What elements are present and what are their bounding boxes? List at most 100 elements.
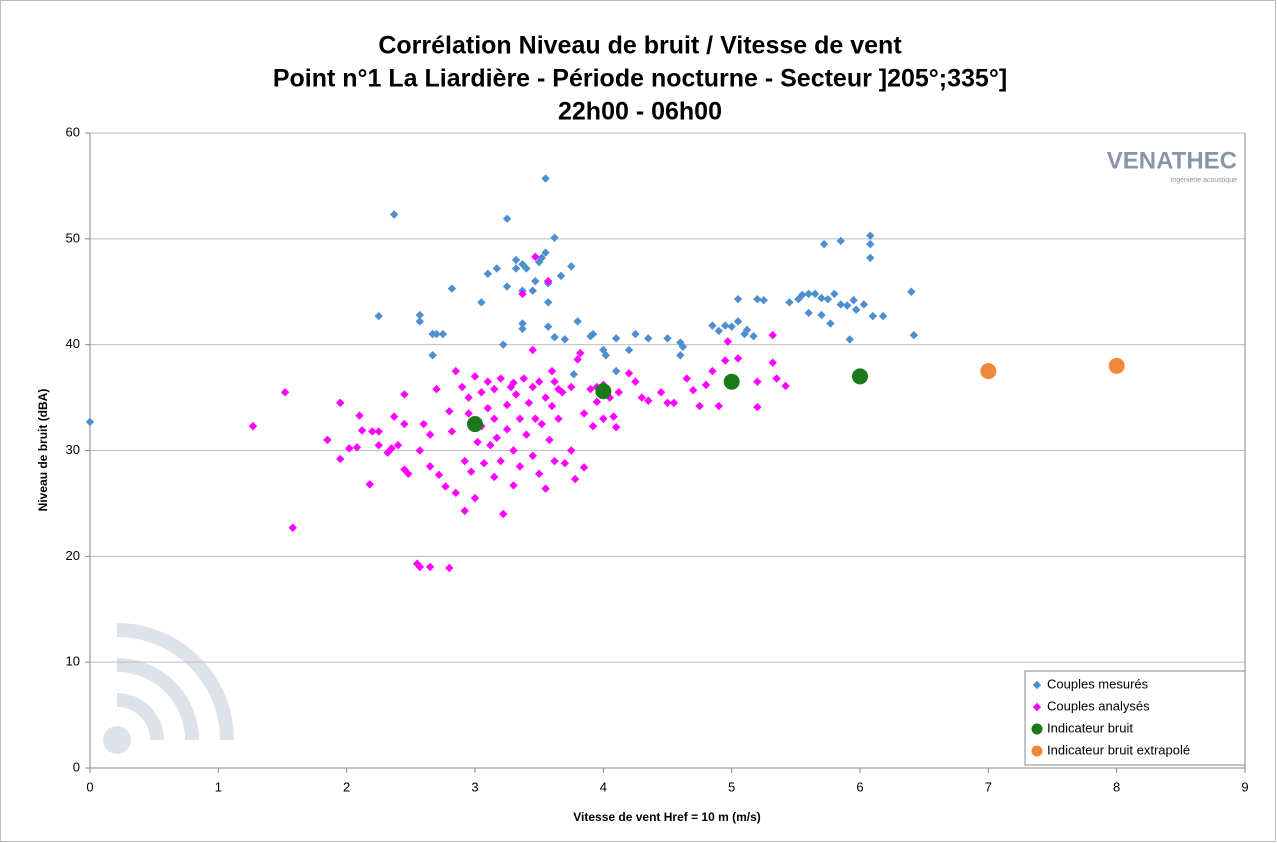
point xyxy=(483,377,493,386)
x-tick-label: 8 xyxy=(1113,779,1120,794)
point xyxy=(742,325,752,335)
point xyxy=(554,414,563,423)
point xyxy=(387,444,396,453)
x-tick-label: 6 xyxy=(856,779,863,794)
point xyxy=(708,321,717,330)
point xyxy=(980,363,997,380)
point xyxy=(365,480,374,489)
point xyxy=(878,311,888,321)
point xyxy=(355,411,364,420)
point xyxy=(609,412,618,421)
point xyxy=(522,430,531,439)
point xyxy=(845,335,854,344)
point xyxy=(537,253,546,263)
point xyxy=(470,493,480,503)
point xyxy=(733,317,743,326)
y-tick-label: 40 xyxy=(66,336,80,351)
point xyxy=(721,356,730,365)
point xyxy=(531,252,540,262)
point xyxy=(393,441,403,450)
point xyxy=(528,345,537,355)
point xyxy=(804,308,813,318)
y-tick-label: 20 xyxy=(66,548,80,563)
point xyxy=(567,446,576,455)
point xyxy=(554,384,563,394)
point xyxy=(537,419,546,429)
point xyxy=(492,433,502,442)
y-tick-label: 0 xyxy=(73,759,80,774)
point xyxy=(541,174,550,183)
point xyxy=(496,456,505,466)
series xyxy=(248,252,790,573)
point xyxy=(592,397,602,407)
point xyxy=(721,321,730,330)
point xyxy=(733,294,743,304)
point xyxy=(556,271,566,281)
point xyxy=(374,311,383,321)
point xyxy=(678,342,688,351)
point xyxy=(567,262,576,271)
point xyxy=(499,340,508,349)
point xyxy=(528,286,537,295)
point xyxy=(477,298,486,307)
point xyxy=(631,329,640,339)
point xyxy=(749,332,758,341)
point xyxy=(502,400,512,410)
point xyxy=(490,472,499,482)
point xyxy=(415,446,425,455)
point xyxy=(1108,357,1125,374)
point xyxy=(400,419,409,429)
point xyxy=(447,427,457,436)
point xyxy=(723,337,733,346)
point xyxy=(637,393,647,402)
point xyxy=(768,330,777,340)
point xyxy=(547,401,557,411)
point xyxy=(570,474,580,484)
point xyxy=(460,456,469,466)
point xyxy=(477,388,486,397)
point xyxy=(701,380,711,390)
point xyxy=(714,326,724,336)
point xyxy=(438,329,448,339)
point xyxy=(669,398,679,408)
point xyxy=(708,366,717,376)
point xyxy=(663,398,672,408)
point xyxy=(518,289,527,299)
legend-label: Couples analysés xyxy=(1047,698,1150,713)
series xyxy=(980,357,1125,380)
point xyxy=(866,253,875,263)
point xyxy=(85,417,95,427)
point xyxy=(663,334,672,343)
point xyxy=(357,426,367,435)
point xyxy=(336,398,345,408)
legend-box xyxy=(1024,670,1246,766)
point xyxy=(550,333,559,342)
point xyxy=(859,300,869,309)
point xyxy=(368,427,377,436)
logo-name: VENATHEC xyxy=(1107,147,1237,174)
point xyxy=(714,401,724,411)
point xyxy=(473,437,482,447)
point xyxy=(518,324,527,333)
point xyxy=(425,430,435,439)
point xyxy=(509,378,518,387)
point xyxy=(460,506,469,516)
point xyxy=(727,322,736,331)
point xyxy=(528,382,537,392)
point xyxy=(550,377,559,386)
point xyxy=(798,290,807,300)
point xyxy=(374,427,383,436)
point xyxy=(509,481,518,490)
point xyxy=(511,390,521,399)
point xyxy=(688,385,698,395)
point xyxy=(868,311,878,321)
point xyxy=(432,384,441,394)
point xyxy=(543,322,553,331)
x-tick-label: 3 xyxy=(471,779,478,794)
point xyxy=(676,338,685,347)
y-tick-label: 30 xyxy=(66,442,80,457)
point xyxy=(560,459,570,468)
point xyxy=(519,374,528,383)
point xyxy=(434,470,444,480)
